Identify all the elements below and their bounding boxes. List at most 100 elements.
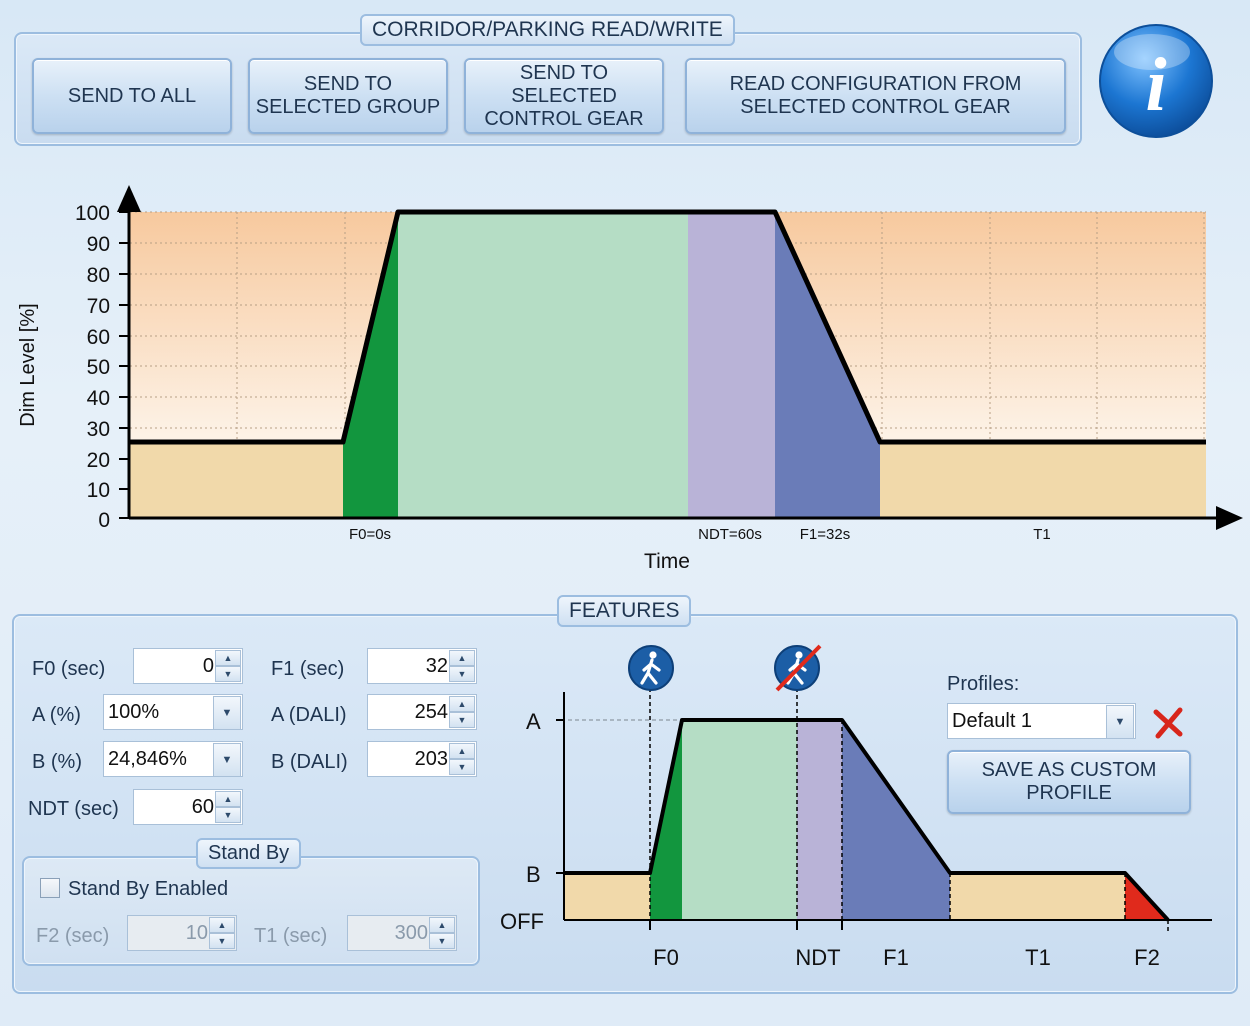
f0-spin-down[interactable]: ▼ <box>215 666 241 682</box>
t1-label: T1 (sec) <box>254 925 328 947</box>
diagram-f1-area <box>842 720 950 920</box>
ndt-spin-up[interactable]: ▲ <box>215 791 241 807</box>
ndt-label: NDT (sec) <box>28 798 119 820</box>
base-area-right <box>880 442 1206 518</box>
diagram-profile-line <box>564 718 1170 922</box>
b-dali-spin-up[interactable]: ▲ <box>449 743 475 759</box>
f1-ramp-area <box>775 212 880 518</box>
ndt-area <box>688 212 775 518</box>
send-to-selected-group-button[interactable]: SEND TO SELECTED GROUP <box>248 58 448 134</box>
diagram-ndt-label: NDT <box>795 945 840 970</box>
y-tick-label: 20 <box>87 449 110 472</box>
y-axis-arrow <box>117 185 141 212</box>
f0-label: F0 (sec) <box>32 658 106 680</box>
f1-spin-down[interactable]: ▼ <box>449 666 475 682</box>
f0-spinner[interactable]: 0 ▲ ▼ <box>133 648 243 684</box>
y-tick-label: 30 <box>87 418 110 441</box>
diagram-f1-label: F1 <box>883 945 909 970</box>
chevron-down-icon[interactable]: ▼ <box>1106 705 1134 739</box>
f0-spin-up[interactable]: ▲ <box>215 650 241 666</box>
diagram-hold-area <box>682 720 797 920</box>
person-no-motion-icon <box>774 644 822 692</box>
read-write-group-title: CORRIDOR/PARKING READ/WRITE <box>360 14 735 46</box>
dim-level-chart: 100 90 80 70 60 50 40 30 20 10 0 Dim Lev… <box>17 185 1243 573</box>
b-dali-spin-down[interactable]: ▼ <box>449 759 475 775</box>
y-tick-label: 60 <box>87 326 110 349</box>
standby-group-title: Stand By <box>196 838 302 869</box>
x-axis-label: Time <box>644 550 690 573</box>
diagram-a-label: A <box>526 709 541 734</box>
f2-value: 10 <box>185 922 208 944</box>
x-marker-t1: T1 <box>1033 526 1051 543</box>
b-dali-label: B (DALI) <box>271 751 348 773</box>
standby-checkbox-label[interactable]: Stand By Enabled <box>68 878 229 900</box>
profiles-selected-value: Default 1 <box>952 710 1033 732</box>
t1-spin-up[interactable]: ▲ <box>429 917 455 933</box>
ndt-spin-down[interactable]: ▼ <box>215 807 241 823</box>
x-marker-ndt: NDT=60s <box>698 526 762 543</box>
diagram-off-label: OFF <box>500 909 544 934</box>
diagram-base-left <box>564 873 650 920</box>
diagram-ndt-area <box>797 720 842 920</box>
f1-label: F1 (sec) <box>271 658 345 680</box>
y-tick-label: 100 <box>75 202 110 225</box>
x-axis-arrow <box>1216 506 1243 530</box>
a-dali-spinner[interactable]: 254 ▲ ▼ <box>367 694 477 730</box>
f0-value: 0 <box>202 655 214 677</box>
y-tick-label: 90 <box>87 233 110 256</box>
read-configuration-button[interactable]: READ CONFIGURATION FROM SELECTED CONTROL… <box>685 58 1066 134</box>
a-percent-label: A (%) <box>32 704 81 726</box>
f0-ramp-area <box>343 212 398 518</box>
info-icon[interactable]: i <box>1097 22 1215 140</box>
a-dali-value: 254 <box>414 701 448 723</box>
diagram-t1-label: T1 <box>1025 945 1051 970</box>
send-to-selected-control-gear-button[interactable]: SEND TO SELECTED CONTROL GEAR <box>464 58 664 134</box>
f2-spinner[interactable]: 10 ▲ ▼ <box>127 915 237 951</box>
profiles-label: Profiles: <box>947 673 1020 695</box>
diagram-t1-area <box>950 873 1125 920</box>
chevron-down-icon[interactable]: ▼ <box>213 696 241 730</box>
y-tick-label: 40 <box>87 387 110 410</box>
delete-profile-icon[interactable] <box>1150 704 1186 740</box>
f1-spinner[interactable]: 32 ▲ ▼ <box>367 648 477 684</box>
f1-value: 32 <box>425 655 448 677</box>
t1-value: 300 <box>394 922 428 944</box>
profiles-select[interactable]: Default 1 ▼ <box>947 703 1136 739</box>
x-marker-f1: F1=32s <box>800 526 850 543</box>
a-percent-select[interactable]: 100% ▼ <box>103 694 243 730</box>
send-to-all-button[interactable]: SEND TO ALL <box>32 58 232 134</box>
info-glyph: i <box>1145 43 1166 127</box>
b-percent-value: 24,846% <box>108 748 187 770</box>
y-tick-label: 80 <box>87 264 110 287</box>
y-tick-label: 0 <box>98 509 110 532</box>
b-percent-select[interactable]: 24,846% ▼ <box>103 741 243 777</box>
a-dali-label: A (DALI) <box>271 704 347 726</box>
f2-spin-down[interactable]: ▼ <box>209 933 235 949</box>
b-dali-spinner[interactable]: 203 ▲ ▼ <box>367 741 477 777</box>
f1-spin-up[interactable]: ▲ <box>449 650 475 666</box>
t1-spinner[interactable]: 300 ▲ ▼ <box>347 915 457 951</box>
features-group-title: FEATURES <box>557 595 692 627</box>
ndt-spinner[interactable]: 60 ▲ ▼ <box>133 789 243 825</box>
diagram-b-label: B <box>526 862 541 887</box>
f2-label: F2 (sec) <box>36 925 110 947</box>
base-area-left <box>130 442 343 518</box>
y-tick-label: 10 <box>87 479 110 502</box>
a-dali-spin-up[interactable]: ▲ <box>449 696 475 712</box>
a-dali-spin-down[interactable]: ▼ <box>449 712 475 728</box>
standby-checkbox[interactable] <box>40 878 60 898</box>
hold-area <box>398 212 688 518</box>
a-percent-value: 100% <box>108 701 160 723</box>
y-tick-label: 50 <box>87 356 110 379</box>
y-axis-label: Dim Level [%] <box>17 303 39 426</box>
f2-spin-up[interactable]: ▲ <box>209 917 235 933</box>
chevron-down-icon[interactable]: ▼ <box>213 743 241 777</box>
dim-profile-line <box>130 209 1206 445</box>
save-as-custom-profile-button[interactable]: SAVE AS CUSTOM PROFILE <box>947 750 1191 814</box>
diagram-f2-label: F2 <box>1134 945 1160 970</box>
t1-spin-down[interactable]: ▼ <box>429 933 455 949</box>
x-marker-f0: F0=0s <box>349 526 391 543</box>
features-diagram: A B OFF F0 NDT F1 T1 F2 <box>500 644 1212 970</box>
y-tick-label: 70 <box>87 295 110 318</box>
b-percent-label: B (%) <box>32 751 82 773</box>
